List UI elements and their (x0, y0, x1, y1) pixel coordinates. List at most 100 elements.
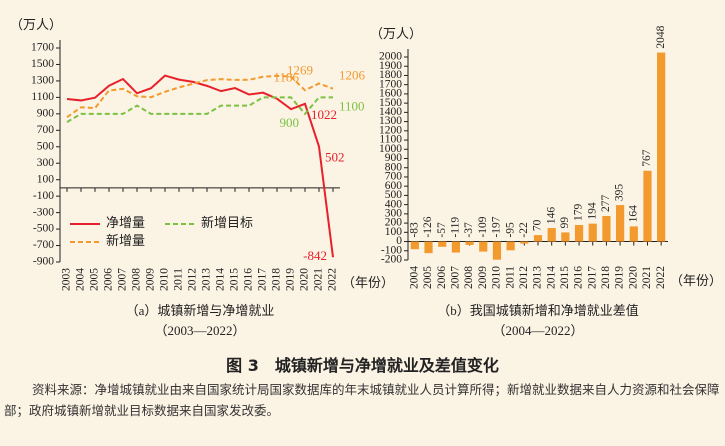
x-tick-label: 2021 (313, 268, 325, 291)
y-tick-label: 200 (385, 217, 403, 229)
source-note: 资料来源：净增城镇就业由来自国家统计局国家数据库的年末城镇就业人员计算所得；新增… (4, 383, 720, 418)
x-tick-label: 2012 (518, 266, 530, 289)
data-label: 767 (641, 149, 653, 167)
x-tick-label: 2017 (257, 268, 269, 291)
y-tick-label: -700 (33, 239, 54, 251)
data-label: 395 (614, 184, 626, 202)
x-tick-label: 2016 (573, 266, 585, 289)
y-tick-label: 2000 (379, 51, 402, 63)
data-label: -83 (408, 222, 420, 238)
x-axis-label: （年份） (342, 275, 394, 290)
x-tick-label: 2008 (463, 266, 475, 289)
x-tick-label: 2013 (201, 268, 213, 291)
x-tick-label: 2011 (504, 266, 516, 289)
y-tick-label: 800 (385, 161, 403, 173)
y-tick-label: 300 (385, 208, 403, 220)
y-tick-label: 100 (385, 226, 403, 238)
bar (657, 52, 666, 242)
data-label: 179 (573, 204, 585, 222)
y-axis-label: （万人） (10, 17, 62, 32)
bar (424, 241, 433, 254)
y-tick-label: 1500 (379, 97, 402, 109)
data-label: 502 (325, 150, 345, 165)
data-label: -95 (504, 222, 516, 238)
y-tick-label: 600 (385, 180, 403, 192)
data-label: 194 (586, 202, 598, 220)
x-tick-label: 2015 (229, 268, 241, 291)
x-tick-label: 2010 (491, 266, 503, 289)
x-tick-label: 2014 (545, 266, 557, 289)
y-tick-label: 1400 (379, 106, 402, 118)
bar (479, 241, 488, 252)
x-tick-label: 2005 (89, 268, 101, 291)
y-tick-label: 900 (385, 152, 403, 164)
x-tick-label: 2019 (614, 266, 626, 289)
data-label: -119 (450, 217, 462, 238)
y-tick-label: 300 (37, 157, 55, 169)
data-label: 900 (280, 115, 300, 130)
x-tick-label: 2018 (271, 268, 283, 291)
caption: （a）城镇新增与净增就业 (126, 303, 275, 318)
data-label: -37 (463, 222, 475, 238)
x-tick-label: 2008 (131, 268, 143, 291)
x-tick-label: 2020 (627, 266, 639, 289)
x-tick-label: 2018 (600, 266, 612, 289)
y-tick-label: -900 (33, 256, 54, 268)
bar (438, 241, 447, 247)
data-label: 1186 (273, 69, 299, 84)
data-label: -842 (303, 248, 327, 263)
caption: （b）我国城镇新增和净增就业差值 (437, 303, 639, 318)
y-tick-label: -300 (33, 206, 54, 218)
x-tick-label: 2015 (559, 266, 571, 289)
y-tick-label: 1100 (379, 134, 402, 146)
data-label: 99 (559, 217, 571, 229)
y-tick-label: 1700 (379, 78, 402, 90)
y-tick-label: 700 (385, 171, 403, 183)
bar (561, 232, 570, 242)
x-tick-label: 2009 (477, 266, 489, 289)
x-tick-label: 2009 (145, 268, 157, 291)
bar (451, 241, 460, 253)
x-tick-label: 2007 (450, 266, 462, 289)
y-tick-label: 1300 (31, 75, 54, 87)
x-tick-label: 2013 (532, 266, 544, 289)
line (66, 96, 333, 123)
y-tick-label: 1600 (379, 88, 402, 100)
legend-label: 新增目标 (201, 215, 253, 230)
y-tick-label: -500 (33, 223, 54, 235)
bar (616, 205, 625, 242)
data-label: 70 (532, 219, 544, 231)
y-tick-label: 1900 (379, 60, 402, 72)
data-label: -57 (436, 222, 448, 238)
y-tick-label: 0 (396, 235, 402, 247)
figure-title: 图 3 城镇新增与净增就业及差值变化 (226, 356, 499, 375)
x-axis-label: （年份） (670, 273, 722, 288)
bar (629, 226, 638, 242)
y-tick-label: -100 (33, 190, 54, 202)
x-tick-label: 2005 (422, 266, 434, 289)
y-tick-label: -100 (381, 244, 402, 256)
y-tick-label: 400 (385, 198, 403, 210)
data-label: -197 (491, 216, 503, 237)
y-tick-label: 1300 (379, 115, 402, 127)
x-tick-label: 2021 (641, 266, 653, 289)
y-tick-label: -200 (381, 254, 402, 266)
x-tick-label: 2011 (173, 268, 185, 291)
bar (602, 215, 611, 242)
legend-label: 净增量 (106, 215, 145, 230)
data-label: -109 (477, 216, 489, 237)
bar (520, 241, 529, 244)
data-label: 277 (600, 194, 612, 212)
bar (492, 241, 502, 260)
bar (588, 223, 597, 242)
data-label: 164 (627, 205, 639, 223)
y-tick-label: 1700 (31, 42, 54, 54)
data-label: 1206 (339, 68, 366, 83)
y-tick-label: 1100 (31, 91, 54, 103)
y-tick-label: 1500 (31, 58, 54, 70)
x-tick-label: 2004 (75, 268, 87, 291)
y-tick-label: 1200 (379, 124, 402, 136)
x-tick-label: 2004 (408, 266, 420, 289)
data-label: -22 (518, 222, 530, 238)
x-tick-label: 2003 (61, 268, 73, 291)
